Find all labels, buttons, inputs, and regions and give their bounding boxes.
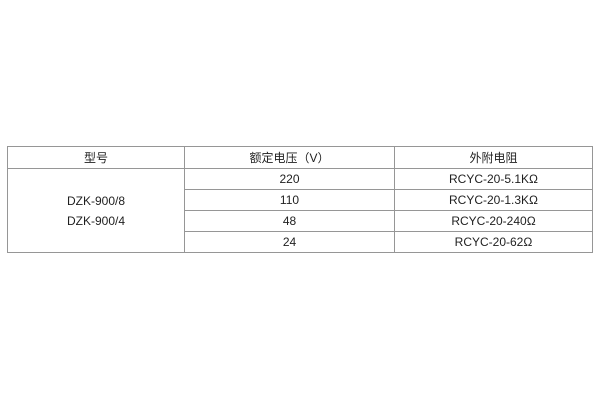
model-cell: DZK-900/8 DZK-900/4 [7, 168, 185, 253]
model-line: DZK-900/4 [66, 213, 126, 228]
header-rated-voltage: 额定电压（V） [184, 146, 395, 169]
spec-table-container: 型号 额定电压（V） 外附电阻 DZK-900/8 DZK-900/4 220 … [7, 146, 593, 253]
table-row: 48 RCYC-20-240Ω [8, 210, 593, 232]
table-row: 110 RCYC-20-1.3KΩ [8, 189, 593, 211]
voltage-cell: 24 [184, 231, 395, 253]
header-model: 型号 [7, 146, 185, 169]
resistance-cell: RCYC-20-5.1KΩ [394, 168, 593, 190]
model-line: DZK-900/8 [66, 193, 126, 208]
table-row: DZK-900/8 DZK-900/4 220 RCYC-20-5.1KΩ [7, 168, 593, 253]
table-row: 24 RCYC-20-62Ω [8, 231, 593, 253]
spec-table: 型号 额定电压（V） 外附电阻 DZK-900/8 DZK-900/4 220 … [7, 146, 593, 253]
voltage-cell: 110 [184, 189, 395, 211]
resistance-cell: RCYC-20-240Ω [394, 210, 593, 232]
header-row: 型号 额定电压（V） 外附电阻 [7, 146, 593, 169]
voltage-cell: 220 [184, 168, 395, 190]
resistance-cell: RCYC-20-62Ω [394, 231, 593, 253]
header-external-resistance: 外附电阻 [394, 146, 593, 169]
voltage-cell: 48 [184, 210, 395, 232]
resistance-cell: RCYC-20-1.3KΩ [394, 189, 593, 211]
